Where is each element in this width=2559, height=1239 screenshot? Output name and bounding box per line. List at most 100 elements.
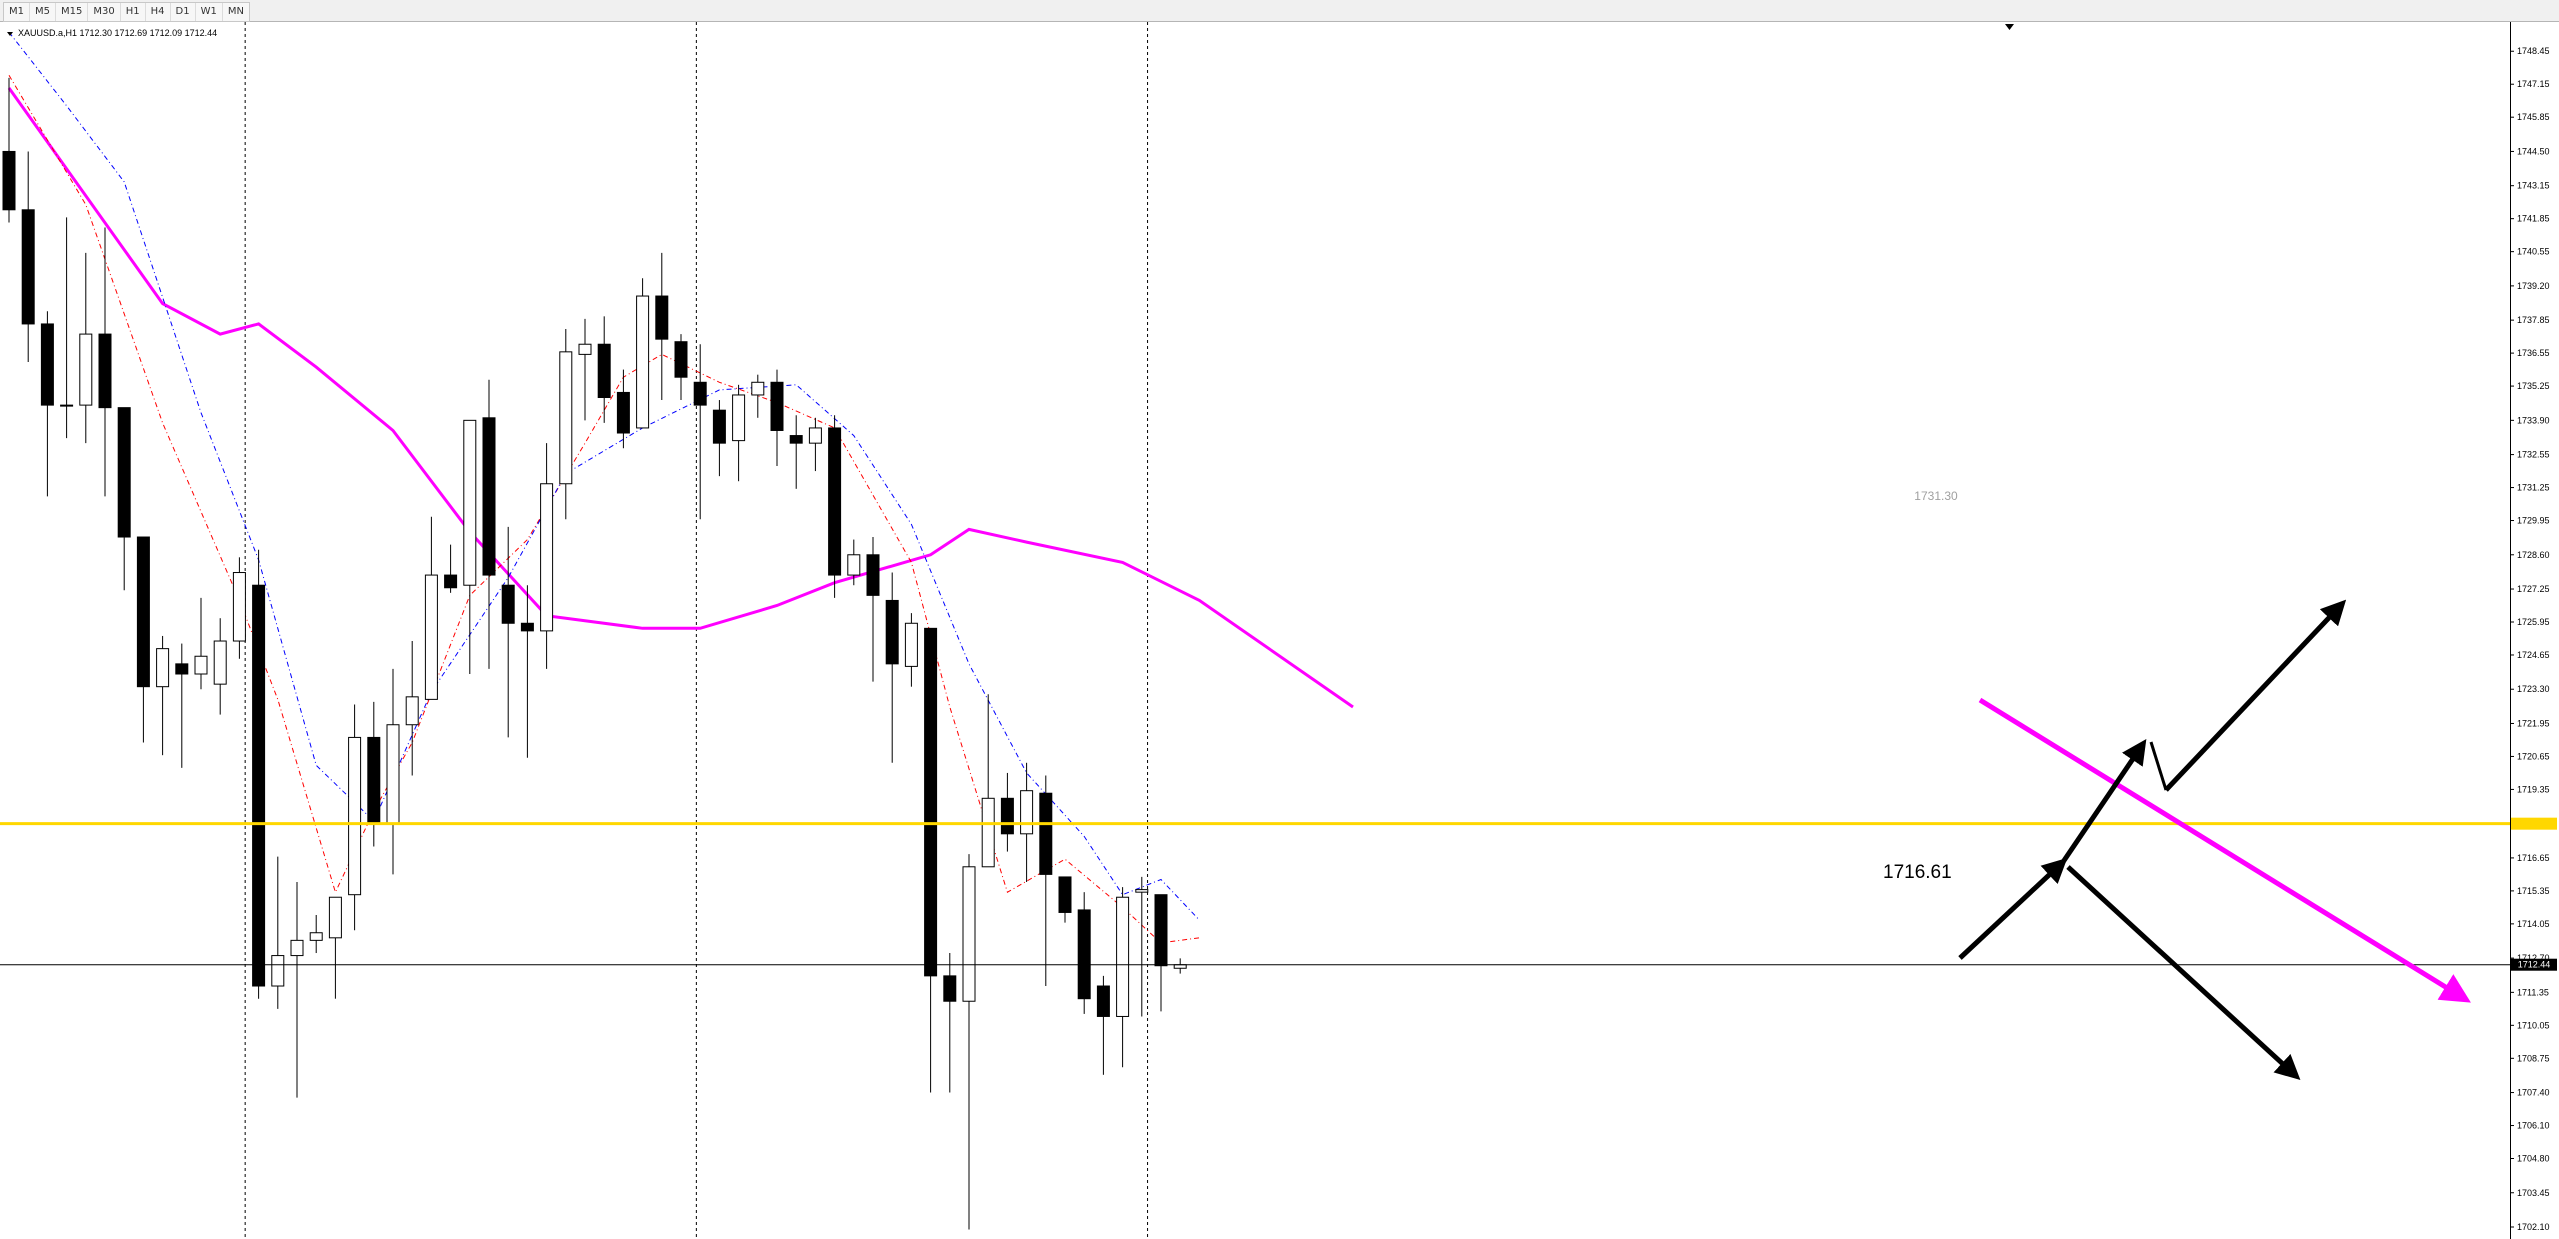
timeframe-m30-button[interactable]: M30 [88, 3, 121, 21]
price-axis-tick-label: 1719.35 [2517, 784, 2550, 794]
price-axis-tick-label: 1725.95 [2517, 617, 2550, 627]
up-arrow-2 [2060, 739, 2147, 864]
up-arrow-1 [1958, 857, 2068, 960]
candle-body-bear [136, 536, 150, 688]
candle-body-bull [463, 419, 477, 586]
candle-body-bear [712, 409, 726, 444]
price-axis [2510, 22, 2559, 1239]
candle-body-bull [309, 932, 323, 941]
price-axis-tick-label: 1724.65 [2517, 650, 2550, 660]
price-axis-tick-label: 1714.05 [2517, 919, 2550, 929]
price-axis-tick-label: 1710.05 [2517, 1020, 2550, 1030]
candle-body-bear [1000, 797, 1014, 835]
candle-body-bear [520, 622, 534, 632]
magenta-trend-arrow [1978, 697, 2471, 1003]
candle-body-bear [885, 599, 899, 665]
candle-body-bear [674, 341, 688, 378]
chart-background [0, 22, 2510, 1239]
chart-shift-marker-icon[interactable] [2005, 24, 2014, 30]
price-axis-tick-label: 1747.15 [2517, 79, 2550, 89]
candle-body-bull [559, 351, 573, 485]
current-price-label: 1712.44 [2518, 960, 2551, 970]
candle-body-bear [1039, 792, 1053, 875]
candle-body-bear [252, 584, 266, 987]
candlesticks [2, 77, 1187, 1230]
faint-price-label: 1731.30 [1914, 489, 1958, 503]
candle-body-bear [117, 407, 131, 538]
price-axis-tick-label: 1729.95 [2517, 516, 2550, 526]
candle-body-bear [98, 333, 112, 409]
price-axis-tick-label: 1733.90 [2517, 415, 2550, 425]
price-axis-tick-label: 1707.40 [2517, 1088, 2550, 1098]
candle-body-bull [732, 394, 746, 442]
candle-body-bear [482, 417, 496, 576]
price-axis-background [2510, 22, 2559, 1239]
timeframe-toolbar: M1 M5 M15 M30 H1 H4 D1 W1 MN [0, 0, 2559, 22]
price-axis-tick-label: 1711.35 [2517, 987, 2549, 997]
candle-body-bear [2, 150, 16, 211]
timeframe-h1-button[interactable]: H1 [121, 3, 146, 21]
timeframe-m15-button[interactable]: M15 [56, 3, 89, 21]
candle-body-bear [1096, 985, 1110, 1017]
price-axis-tick-label: 1740.55 [2517, 247, 2550, 257]
price-axis-tick-label: 1716.65 [2517, 853, 2550, 863]
candle-body-bear [1058, 876, 1072, 913]
up-arrow-3 [2164, 599, 2347, 792]
timeframe-m5-button[interactable]: M5 [30, 3, 56, 21]
candle-body-bull [808, 427, 822, 444]
candle-body-bear [40, 323, 54, 406]
price-axis-tick-label: 1728.60 [2517, 550, 2550, 560]
timeframe-mn-button[interactable]: MN [227, 6, 244, 17]
timeframe-d1-button[interactable]: D1 [171, 3, 196, 21]
timeframe-w1-button[interactable]: W1 [196, 3, 223, 21]
chart-header-text: XAUUSD.a,H1 1712.30 1712.69 1712.09 1712… [18, 28, 217, 38]
price-chart[interactable]: XAUUSD.a,H1 1712.30 1712.69 1712.09 1712… [0, 22, 2559, 1239]
price-axis-tick-label: 1745.85 [2517, 112, 2550, 122]
candle-body-bull [213, 640, 227, 685]
candle-body-bull [847, 554, 861, 576]
candle-body-bear [828, 427, 842, 576]
candle-body-bull [981, 797, 995, 868]
candle-body-bull [271, 955, 285, 987]
chart-header: XAUUSD.a,H1 1712.30 1712.69 1712.09 1712… [7, 28, 217, 38]
price-axis-tick-label: 1703.45 [2517, 1188, 2550, 1198]
candle-body-bull [60, 404, 74, 407]
timeframe-m1-button[interactable]: M1 [4, 3, 30, 21]
ma-slow-line [7, 87, 1354, 709]
timeframe-h4-button[interactable]: H4 [146, 3, 171, 21]
price-axis-tick-label: 1702.10 [2517, 1222, 2550, 1232]
candle-body-bear [175, 663, 189, 675]
price-axis-tick-label: 1732.55 [2517, 450, 2550, 460]
price-axis-tick-label: 1743.15 [2517, 181, 2550, 191]
candle-body-bull [1020, 790, 1034, 835]
candle-body-bull [1116, 896, 1130, 1017]
chart-menu-icon[interactable] [7, 32, 13, 36]
down-arrow [2066, 865, 2301, 1081]
candle-body-bull [348, 736, 362, 896]
price-axis-tick-label: 1744.50 [2517, 146, 2550, 156]
level-price-label-bg [2511, 817, 2557, 830]
pullback-line [2149, 741, 2168, 791]
level-price-marker: 1718.00 [2511, 817, 2557, 830]
candle-body-bull [328, 896, 342, 939]
trend-arrows [1958, 599, 2471, 1081]
candle-body-bull [962, 866, 976, 1002]
candle-body-bear [924, 627, 938, 977]
price-axis-tick-label: 1736.55 [2517, 348, 2550, 358]
candle-body-bull [290, 939, 304, 957]
candle-body-bear [597, 343, 611, 399]
price-axis-tick-label: 1720.65 [2517, 751, 2550, 761]
ma-slow-layer [7, 87, 1354, 709]
candle-body-bear [943, 975, 957, 1002]
candle-body-bull [578, 343, 592, 355]
candle-body-bear [655, 295, 669, 340]
candle-body-bear [789, 435, 803, 444]
candle-body-bull [424, 574, 438, 700]
candle-body-bull [156, 648, 170, 688]
candle-body-bull [1173, 964, 1187, 969]
candle-body-bull [1135, 889, 1149, 893]
candle-body-bull [405, 696, 419, 726]
price-axis-labels: 1749.801748.451747.151745.851744.501743.… [2510, 46, 2550, 1232]
candle-body-bear [1077, 909, 1091, 1000]
annotation-price-label: 1716.61 [1883, 862, 1952, 883]
